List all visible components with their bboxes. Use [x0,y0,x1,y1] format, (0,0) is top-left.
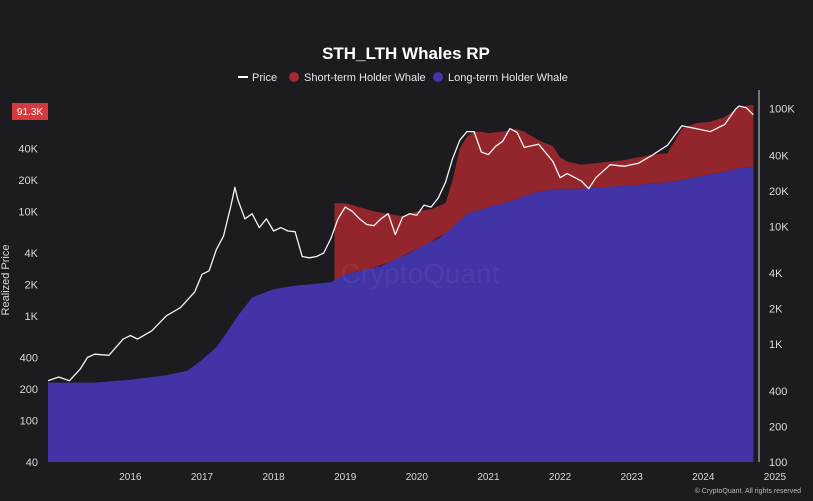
legend: Price Short-term Holder Whale Long-term Ho… [238,72,568,84]
watermark: CryptoQuant [341,258,500,289]
legend-swatch [433,72,443,82]
x-tick-label: 2017 [191,472,214,483]
y-axis-title: Realized Price [0,245,12,316]
price-badge-bg [12,103,48,120]
x-tick-label: 2024 [692,472,715,483]
y-right-tick-label: 100 [769,457,787,469]
legend-label: Price [252,72,277,84]
y-left-tick-label: 4K [25,248,39,260]
axes: 40 100 200 400 1K 2K 4K 10K 20K 40K 100K 100 200 400 1… [12,90,795,483]
y-right-tick-label: 4K [769,268,783,280]
y-left-tick-label: 40 [26,457,38,469]
x-tick-label: 2022 [549,472,572,483]
x-tick-label: 2021 [477,472,500,483]
y-right-tick-label: 200 [769,422,787,434]
x-tick-label: 2020 [406,472,429,483]
y-right-tick-label: 100K [769,103,795,115]
y-left-tick-label: 200 [20,384,38,396]
x-tick-label: 2018 [262,472,285,483]
legend-label: Short-term Holder Whale [304,72,426,84]
y-left-tick-label: 10K [18,206,38,218]
price-line [47,105,754,382]
price-badge: 91.3K [12,103,48,120]
legend-swatch [289,72,299,82]
copyright: © CryptoQuant. All rights reserved [695,487,801,495]
y-right-tick-label: 1K [769,339,783,351]
y-right-tick-label: 2K [769,304,783,316]
y-left-tick-label: 1K [25,311,39,323]
y-right-tick-label: 400 [769,386,787,398]
y-left-tick-label: 400 [20,352,38,364]
chart-title: STH_LTH Whales RP [322,44,490,63]
legend-label: Long-term Holder Whale [448,72,568,84]
long-term-holder-whale-area [48,167,754,462]
x-tick-label: 2016 [119,472,142,483]
x-tick-label: 2019 [334,472,357,483]
price-badge-label: 91.3K [17,107,43,118]
y-right-tick-label: 40K [769,150,789,162]
short-term-holder-whale-area [334,104,754,281]
y-left-tick-label: 2K [25,279,39,291]
price-line-group [47,105,754,382]
y-left-tick-label: 40K [18,143,38,155]
y-left-tick-label: 20K [18,175,38,187]
x-tick-label: 2025 [764,472,787,483]
plot-areas [48,104,754,462]
x-tick-label: 2023 [621,472,644,483]
y-left-tick-label: 100 [20,415,38,427]
y-right-tick-label: 20K [769,186,789,198]
y-right-tick-label: 10K [769,221,789,233]
